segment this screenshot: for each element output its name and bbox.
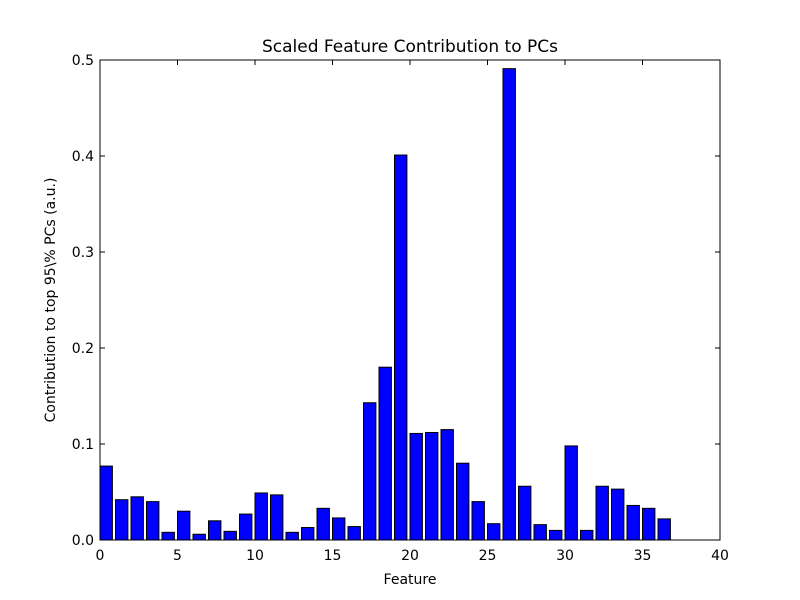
y-tick-label: 0.3 xyxy=(72,245,94,261)
x-tick-label: 20 xyxy=(401,548,419,564)
x-tick-label: 5 xyxy=(173,548,182,564)
bar-feature-6 xyxy=(192,533,206,541)
bar-feature-22 xyxy=(440,429,454,541)
bar-feature-11 xyxy=(270,494,284,541)
bar-feature-25 xyxy=(487,523,501,541)
y-tick-label: 0.4 xyxy=(72,149,94,165)
bar-feature-2 xyxy=(130,496,144,541)
bar-feature-29 xyxy=(549,529,563,541)
y-tick-label: 0.0 xyxy=(72,533,94,549)
bar-feature-12 xyxy=(285,531,299,541)
bar-feature-5 xyxy=(177,510,191,541)
bar-feature-21 xyxy=(425,431,439,541)
bar-feature-1 xyxy=(115,499,129,541)
chart-title: Scaled Feature Contribution to PCs xyxy=(262,37,558,57)
bar-feature-10 xyxy=(254,492,268,541)
x-tick-label: 15 xyxy=(324,548,342,564)
x-tick-label: 40 xyxy=(711,548,729,564)
bar-feature-7 xyxy=(208,520,222,541)
y-axis: 0.0 0.1 0.2 0.3 0.4 0.5 xyxy=(72,53,720,549)
bar-feature-28 xyxy=(533,524,547,541)
x-tick-label: 35 xyxy=(634,548,652,564)
bar-feature-31 xyxy=(580,529,594,541)
bar-feature-36 xyxy=(657,518,671,541)
x-tick-label: 10 xyxy=(246,548,264,564)
y-axis-title: Contribution to top 95\% PCs (a.u.) xyxy=(43,178,59,423)
bar-feature-14 xyxy=(316,507,330,541)
x-tick-label: 25 xyxy=(479,548,497,564)
bar-feature-24 xyxy=(471,501,485,541)
bar-feature-30 xyxy=(564,445,578,541)
bar-feature-17 xyxy=(363,402,377,541)
bar-feature-19 xyxy=(394,154,408,541)
bar-feature-23 xyxy=(456,462,470,541)
y-tick-label: 0.1 xyxy=(72,437,94,453)
bar-feature-18 xyxy=(378,366,392,541)
bar-feature-26 xyxy=(502,68,516,541)
x-tick-label: 30 xyxy=(556,548,574,564)
bars-group xyxy=(99,68,671,541)
x-axis-title: Feature xyxy=(384,572,437,588)
bar-feature-8 xyxy=(223,530,237,541)
y-tick-label: 0.2 xyxy=(72,341,94,357)
bar-feature-13 xyxy=(301,527,315,541)
bar-feature-4 xyxy=(161,531,175,541)
bar-feature-35 xyxy=(642,507,656,541)
x-tick-label: 0 xyxy=(96,548,105,564)
bar-feature-15 xyxy=(332,517,346,541)
bar-feature-34 xyxy=(626,504,640,541)
bar-feature-0 xyxy=(99,465,113,541)
bar-feature-16 xyxy=(347,526,361,541)
y-tick-label: 0.5 xyxy=(72,53,94,69)
bar-feature-33 xyxy=(611,488,625,541)
bar-feature-27 xyxy=(518,485,532,541)
bar-feature-9 xyxy=(239,513,253,541)
bar-feature-32 xyxy=(595,485,609,541)
bar-feature-20 xyxy=(409,432,423,541)
bar-feature-3 xyxy=(146,501,160,541)
plot-frame xyxy=(99,59,721,541)
